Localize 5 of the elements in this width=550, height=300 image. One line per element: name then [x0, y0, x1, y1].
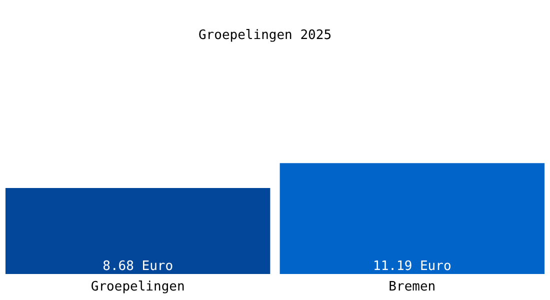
data-label: 11.19 Euro [373, 259, 452, 274]
data-label: 8.68 Euro [102, 259, 174, 274]
x-tick-label: Bremen [388, 280, 436, 294]
x-tick-label: Groepelingen [90, 280, 185, 294]
chart-title: Groepelingen 2025 [198, 28, 332, 43]
